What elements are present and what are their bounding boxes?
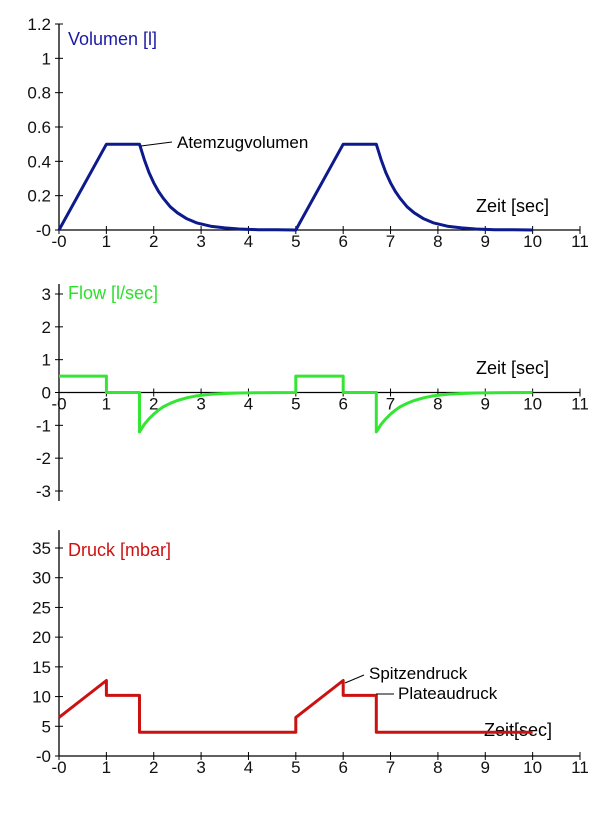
volume-annotation-leader [140,141,173,147]
volume-y-tick-label: 0.4 [27,152,51,171]
volume-y-tick-label: -0 [36,221,51,240]
volume-y-tick-label: 0.8 [27,84,51,103]
pressure-x-tick-label: 5 [291,758,300,777]
flow-chart-x-axis-label: Zeit [sec] [476,358,549,378]
volume-y-tick-label: 0.2 [27,187,51,206]
pressure-x-tick-label: 10 [523,758,542,777]
flow-x-tick-label: 5 [291,395,300,414]
volume-x-tick-label: 4 [244,232,253,251]
volume-x-tick-label: 11 [571,232,589,251]
flow-x-tick-label: 2 [149,395,158,414]
volume-chart-title: Volumen [l] [68,29,157,49]
pressure-series-line [58,679,533,734]
volume-x-tick-label: 2 [149,232,158,251]
flow-x-tick-label: 9 [481,395,490,414]
volume-y-tick-label: 0.6 [27,118,51,137]
volume-x-tick-label: 5 [291,232,300,251]
flow-y-tick-label: 1 [42,351,51,370]
pressure-y-tick-label: 10 [32,688,51,707]
volume-annotation: Atemzugvolumen [177,133,308,152]
pressure-y-tick-label: 35 [32,539,51,558]
pressure-annotation: Spitzendruck [369,664,468,683]
flow-x-tick-label: 1 [102,395,111,414]
volume-x-tick-label: 6 [338,232,347,251]
flow-series-line [59,374,533,434]
volume-x-tick-label: 8 [433,232,442,251]
pressure-x-tick-label: 11 [571,758,589,777]
flow-x-tick-label: 10 [523,395,542,414]
flow-y-tick-label: -2 [36,449,51,468]
volume-x-tick-label: 1 [102,232,111,251]
flow-y-tick-label: 3 [42,285,51,304]
volume-series-line [57,142,533,232]
pressure-y-tick-label: 20 [32,628,51,647]
volume-chart-plot-area: Atemzugvolumen [57,133,533,232]
pressure-x-tick-label: 8 [433,758,442,777]
volume-chart: Volumen [l] Zeit [sec] -0 0.2 0.4 0.6 0.8 1 1.… [27,15,588,251]
flow-y-tick-label: -3 [36,482,51,501]
pressure-y-tick-label: 5 [42,717,51,736]
pressure-chart: Druck [mbar] Zeit[sec] -05101520253035-0… [32,530,589,777]
flow-x-tick-label: 7 [386,395,395,414]
pressure-y-tick-label: -0 [36,747,51,766]
flow-chart-title: Flow [l/sec] [68,283,158,303]
pressure-y-tick-label: 30 [32,569,51,588]
flow-chart-ticks: -3 -2 -1 0 1 2 3 -0 1 2 3 4 5 6 7 8 9 10 11 [36,284,589,501]
flow-x-tick-label: 4 [244,395,253,414]
flow-chart: Flow [l/sec] Zeit [sec] -3 -2 -1 0 1 2 3 -0 1 2 3 4… [36,283,589,501]
pressure-x-tick-label: 3 [196,758,205,777]
flow-y-tick-label: 2 [42,318,51,337]
volume-chart-x-axis-label: Zeit [sec] [476,196,549,216]
flow-x-tick-label: 8 [433,395,442,414]
pressure-y-tick-label: 15 [32,658,51,677]
flow-x-tick-label: 11 [571,395,589,414]
volume-chart-ticks: -0 0.2 0.4 0.6 0.8 1 1.2 -0 1 2 3 4 5 6 7 8 9 10 11 [27,15,588,251]
pressure-x-tick-label: 1 [102,758,111,777]
pressure-annotation-leader [344,674,365,684]
pressure-chart-ticks: -0 5 10 15 20 25 30 35 -0 1 2 3 4 5 6 7 8 9 10 11 [32,530,589,777]
pressure-y-tick-label: 25 [32,598,51,617]
pressure-x-tick-label: 2 [149,758,158,777]
flow-x-tick-label: -0 [51,395,66,414]
pressure-x-tick-label: 7 [386,758,395,777]
flow-x-tick-label: 6 [338,395,347,414]
volume-x-tick-label: 9 [481,232,490,251]
pressure-annotation: Plateaudruck [398,684,498,703]
pressure-chart-x-axis-label: Zeit[sec] [484,720,552,740]
volume-x-tick-label: 3 [196,232,205,251]
flow-chart-plot-area [59,374,533,434]
flow-y-tick-label: -1 [36,416,51,435]
flow-x-tick-label: 3 [196,395,205,414]
volume-y-tick-label: 1 [42,49,51,68]
volume-y-tick-label: 1.2 [27,15,51,34]
pressure-x-tick-label: -0 [51,758,66,777]
flow-y-tick-label: 0 [42,384,51,403]
pressure-x-tick-label: 9 [481,758,490,777]
volume-x-tick-label: 10 [523,232,542,251]
pressure-x-tick-label: 4 [244,758,253,777]
pressure-chart-title: Druck [mbar] [68,540,171,560]
volume-x-tick-label: 7 [386,232,395,251]
pressure-x-tick-label: 6 [338,758,347,777]
volume-x-tick-label: -0 [51,232,66,251]
